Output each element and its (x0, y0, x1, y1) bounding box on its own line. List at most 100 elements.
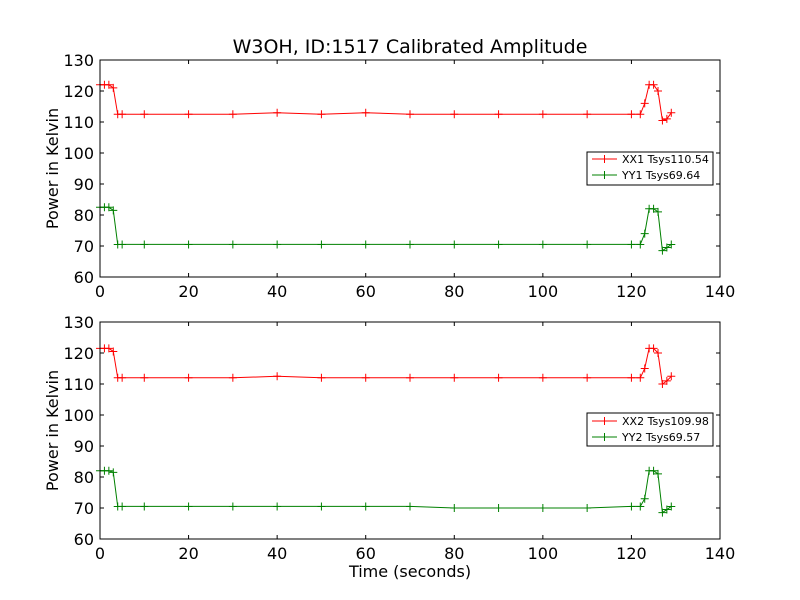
data-point (118, 502, 127, 511)
data-point (636, 502, 645, 511)
chart-title: W3OH, ID:1517 Calibrated Amplitude (233, 36, 588, 58)
y-tick-label: 120 (63, 344, 94, 363)
data-point (649, 466, 658, 475)
y-tick-label: 60 (74, 530, 94, 549)
plot-frame (99, 321, 721, 540)
data-point (361, 502, 370, 511)
legend-box (586, 412, 714, 447)
data-point (658, 508, 667, 517)
x-tick-label: 40 (267, 282, 287, 301)
data-point (317, 373, 326, 382)
data-point (361, 108, 370, 117)
data-point (104, 203, 113, 212)
data-point (654, 207, 662, 216)
x-tick-label: 0 (95, 282, 105, 301)
series-layer (96, 80, 676, 255)
data-point (317, 110, 326, 119)
data-point (636, 373, 645, 382)
data-point (538, 110, 547, 119)
data-point (627, 240, 636, 249)
data-point (140, 240, 149, 249)
data-point (450, 240, 459, 249)
y-axis-label: Power in Kelvin (43, 108, 62, 229)
x-tick-label: 40 (267, 544, 287, 563)
bottom-panel: 0 20 40 60 80 100 120 140 60 70 80 90 100 110 120 130 P… (43, 313, 735, 581)
x-tick-label: 20 (178, 282, 198, 301)
x-tick-label: 140 (705, 544, 736, 563)
y-tick-label: 90 (74, 175, 94, 194)
legend-marker-yy1 (600, 171, 609, 179)
data-point (640, 494, 649, 503)
data-point (667, 372, 676, 381)
data-point (273, 240, 282, 249)
data-point (184, 110, 193, 119)
data-point (636, 240, 645, 249)
data-point (317, 502, 326, 511)
data-point (662, 114, 671, 123)
data-point (494, 373, 503, 382)
legend-marker-xx1 (600, 155, 609, 163)
data-point (494, 110, 503, 119)
data-point (640, 99, 649, 108)
data-point (118, 240, 127, 249)
data-point (649, 80, 658, 89)
data-point (109, 468, 118, 477)
data-point (104, 466, 113, 475)
plot-frame (99, 59, 721, 278)
x-tick-label: 0 (95, 544, 105, 563)
data-point (627, 373, 636, 382)
x-tick-label: 120 (616, 282, 647, 301)
data-point (654, 87, 662, 95)
data-point (109, 206, 118, 215)
x-tick-label: 100 (528, 544, 559, 563)
data-point (140, 373, 149, 382)
data-point (104, 344, 113, 353)
data-point (118, 110, 127, 119)
x-axis-label: Time (seconds) (348, 562, 471, 581)
data-point (667, 502, 676, 511)
data-point (583, 240, 592, 249)
x-tick-label: 20 (178, 544, 198, 563)
data-point (406, 373, 414, 382)
data-point (184, 240, 193, 249)
data-point (228, 502, 237, 511)
data-point (361, 240, 370, 249)
x-tick-label: 80 (444, 282, 464, 301)
y-tick-label: 110 (63, 113, 94, 132)
data-point (450, 373, 459, 382)
data-point (662, 243, 671, 252)
data-point (583, 504, 592, 512)
legend-marker-xx2 (600, 417, 609, 425)
y-tick-label: 120 (63, 82, 94, 101)
data-point (667, 108, 676, 117)
ticks-layer: 0 20 40 60 80 100 120 140 60 70 80 90 100 110 120 130 (63, 313, 735, 563)
data-point (140, 110, 149, 119)
data-point (228, 240, 237, 249)
legend-box (586, 151, 714, 186)
data-point (649, 344, 658, 353)
series-layer (96, 344, 676, 517)
y-tick-label: 110 (63, 375, 94, 394)
y-tick-label: 130 (63, 51, 94, 70)
y-tick-label: 80 (74, 206, 94, 225)
y-tick-label: 100 (63, 406, 94, 425)
data-point (273, 372, 282, 381)
data-point (109, 347, 118, 356)
data-point (649, 204, 658, 213)
y-tick-label: 60 (74, 268, 94, 287)
data-point (406, 240, 414, 249)
data-point (538, 504, 547, 512)
data-point (583, 373, 592, 382)
x-tick-label: 100 (528, 282, 559, 301)
data-point (118, 373, 127, 382)
data-point (654, 349, 662, 357)
x-tick-label: 140 (705, 282, 736, 301)
y-tick-label: 130 (63, 313, 94, 332)
data-point (494, 240, 503, 249)
legend-entry-yy1: YY1 Tsys69.64 (621, 169, 700, 182)
ticks-layer: 0 20 40 60 80 100 120 140 60 70 80 90 100 110 120 130 (63, 51, 735, 301)
legend-entry-yy2: YY2 Tsys69.57 (621, 431, 700, 444)
data-point (658, 246, 667, 255)
y-tick-label: 100 (63, 144, 94, 163)
